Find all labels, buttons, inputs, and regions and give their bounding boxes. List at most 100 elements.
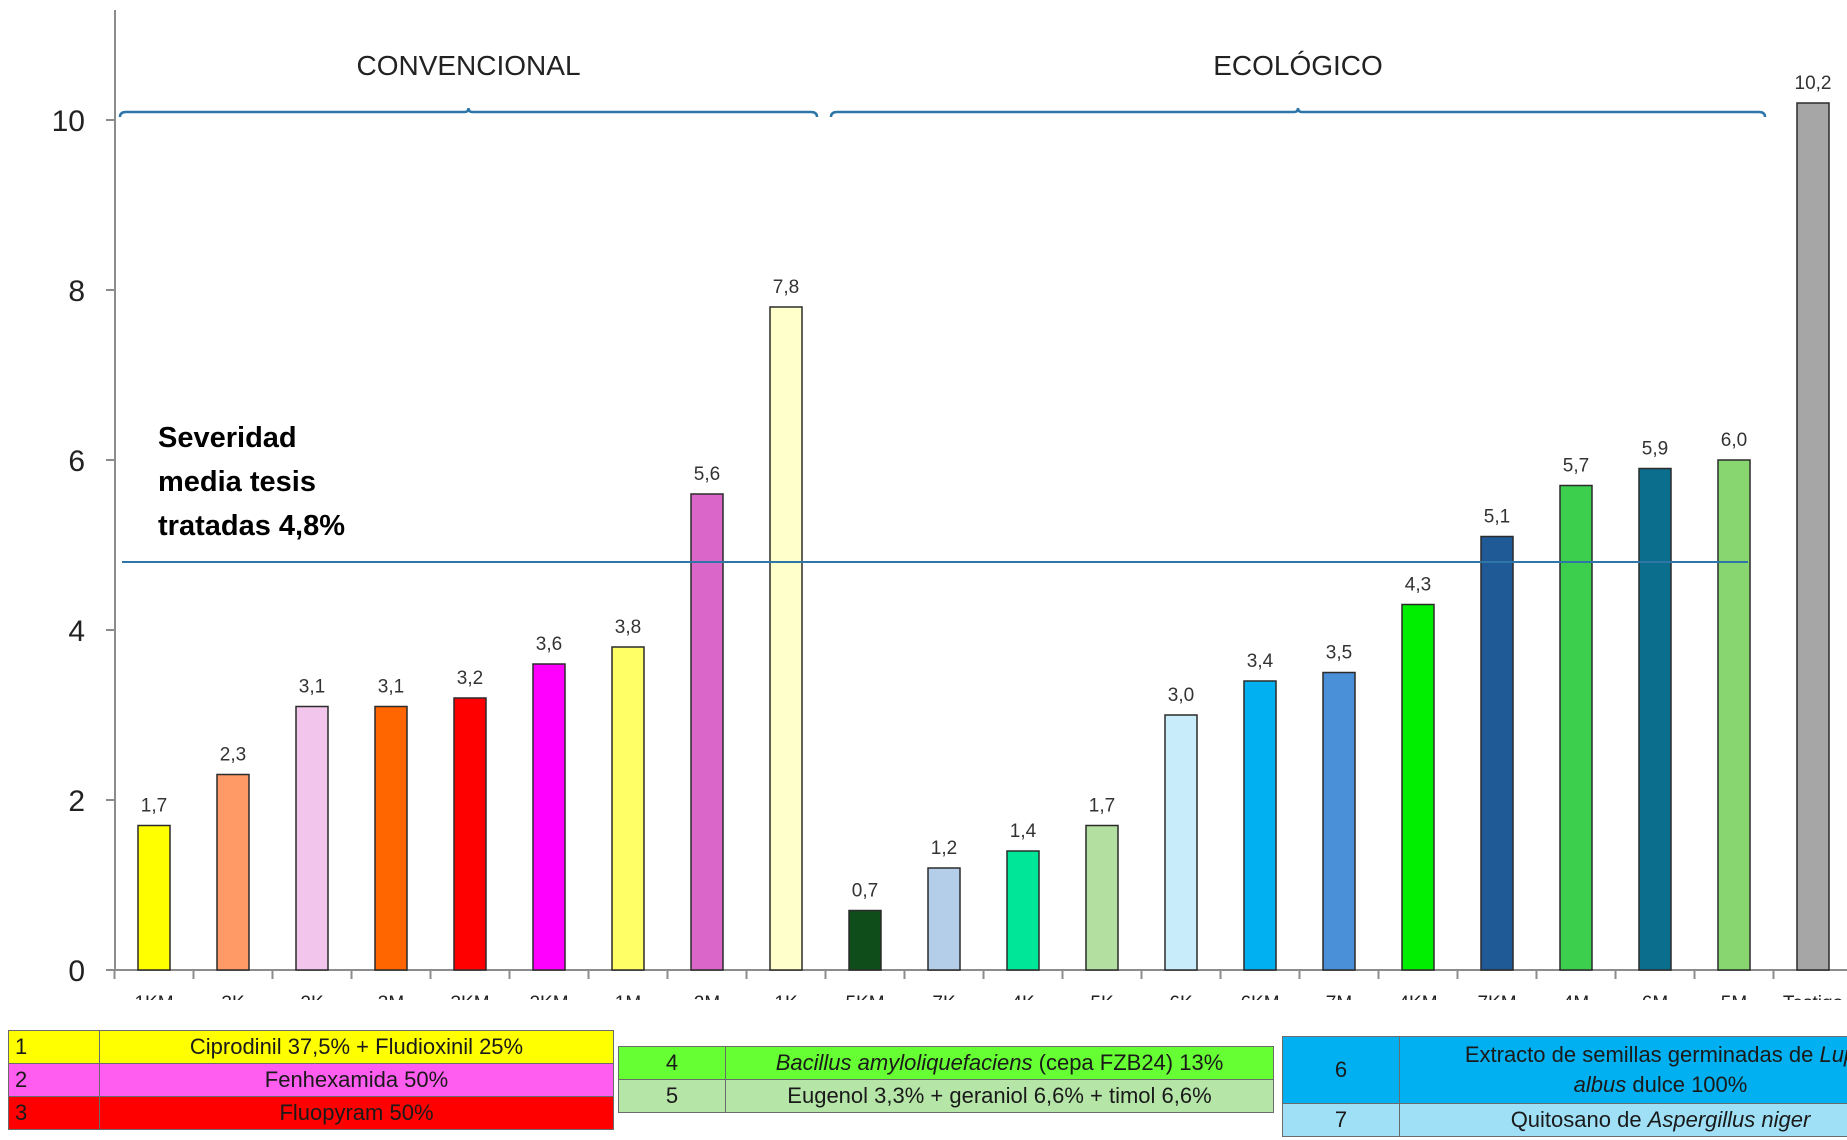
y-tick-label: 2 bbox=[68, 785, 85, 818]
bar-2KM bbox=[532, 663, 566, 971]
legend-biological-b: 6 Extracto de semillas germinadas de Lup… bbox=[1282, 1036, 1847, 1140]
legend-row-3: 3 Fluopyram 50% bbox=[8, 1096, 614, 1130]
legend-text-italic: Aspergillus niger bbox=[1647, 1107, 1811, 1132]
legend-text-rest: (cepa FZB24) 13% bbox=[1032, 1050, 1224, 1075]
legend-num: 4 bbox=[618, 1046, 726, 1080]
x-tick-label: 3K bbox=[221, 993, 245, 1000]
x-tick-label: 5M bbox=[1721, 993, 1747, 1000]
legend-row-1: 1 Ciprodinil 37,5% + Fludioxinil 25% bbox=[8, 1030, 614, 1064]
data-label: 3,1 bbox=[378, 677, 404, 698]
data-label: 3,4 bbox=[1247, 651, 1274, 672]
bar-7KM bbox=[1480, 535, 1514, 971]
legend-conventional: 1 Ciprodinil 37,5% + Fludioxinil 25% 2 F… bbox=[8, 1030, 614, 1130]
data-label: 3,5 bbox=[1326, 643, 1352, 664]
legend-row-7: 7 Quitosano de Aspergillus niger bbox=[1282, 1103, 1847, 1137]
bar-3KM bbox=[453, 697, 487, 971]
legend-text: Extracto de semillas germinadas de Lup a… bbox=[1399, 1036, 1847, 1104]
x-tick-label: 2KM bbox=[529, 993, 568, 1000]
y-tick-label: 6 bbox=[68, 445, 85, 478]
x-tick-label: 3KM bbox=[450, 993, 489, 1000]
data-label: 4,3 bbox=[1405, 575, 1431, 596]
y-tick-label: 4 bbox=[68, 615, 85, 648]
legend-text-rest: Quitosano de bbox=[1510, 1107, 1648, 1132]
bar-4K bbox=[1006, 850, 1040, 971]
data-label: 3,2 bbox=[457, 668, 483, 689]
bar-7K bbox=[927, 867, 961, 971]
legend-num: 7 bbox=[1282, 1103, 1400, 1137]
x-tick-label: 7M bbox=[1326, 993, 1352, 1000]
x-tick-label: 1KM bbox=[134, 993, 173, 1000]
data-label: 1,7 bbox=[141, 796, 167, 817]
bar-7M bbox=[1322, 671, 1356, 971]
data-label: 1,4 bbox=[1010, 821, 1037, 842]
bar-5M bbox=[1717, 459, 1751, 971]
x-tick-label: 1K bbox=[774, 993, 798, 1000]
x-tick-label: 6KM bbox=[1240, 993, 1279, 1000]
x-tick-label: 7KM bbox=[1477, 993, 1516, 1000]
data-label: 3,6 bbox=[536, 634, 562, 655]
group-bracket bbox=[829, 107, 1767, 118]
legend-text-line1-italic: Lup bbox=[1819, 1042, 1847, 1067]
bar-1KM bbox=[137, 824, 171, 971]
x-tick-label: 5K bbox=[1090, 993, 1114, 1000]
x-tick-label: 3M bbox=[378, 993, 404, 1000]
y-tick-label: 0 bbox=[68, 955, 85, 988]
legend-num: 1 bbox=[8, 1030, 100, 1064]
bar-3M bbox=[374, 705, 408, 971]
x-tick-label: 4K bbox=[1011, 993, 1035, 1000]
legend-text: Bacillus amyloliquefaciens (cepa FZB24) … bbox=[725, 1046, 1274, 1080]
data-label: 3,1 bbox=[299, 677, 325, 698]
group-bracket bbox=[118, 107, 819, 118]
legend-text-line2: dulce 100% bbox=[1626, 1072, 1748, 1097]
legend-row-5: 5 Eugenol 3,3% + geraniol 6,6% + timol 6… bbox=[618, 1079, 1274, 1113]
bar-5KM bbox=[848, 909, 882, 971]
data-label: 5,6 bbox=[694, 464, 720, 485]
bar-2M bbox=[690, 493, 724, 971]
y-tick-label: 8 bbox=[68, 275, 85, 308]
bar-1M bbox=[611, 646, 645, 971]
x-tick-label: 4KM bbox=[1398, 993, 1437, 1000]
data-label: 5,9 bbox=[1642, 439, 1668, 460]
legend-text: Fluopyram 50% bbox=[99, 1096, 614, 1130]
x-tick-label: 1M bbox=[615, 993, 641, 1000]
legend-text-italic: Bacillus amyloliquefaciens bbox=[775, 1050, 1033, 1075]
bar-6K bbox=[1164, 714, 1198, 971]
reference-line-label: media tesis bbox=[158, 466, 316, 498]
x-tick-label: 6K bbox=[1169, 993, 1193, 1000]
reference-line-label: tratadas 4,8% bbox=[158, 510, 345, 542]
bar-5K bbox=[1085, 824, 1119, 971]
x-tick-label: 7K bbox=[932, 993, 956, 1000]
bar-6KM bbox=[1243, 680, 1277, 971]
bar-Testigo bbox=[1796, 102, 1830, 971]
x-tick-label: 2M bbox=[694, 993, 720, 1000]
x-tick-label: 5KM bbox=[845, 993, 884, 1000]
bar-6M bbox=[1638, 467, 1672, 971]
legend-text: Fenhexamida 50% bbox=[99, 1063, 614, 1097]
bar-chart: 0 2 4 6 8 10 1,7 1KM 2,3 3K 3,1 2K 3,1 3M 3,2 3KM 3,6 2KM… bbox=[52, 10, 1847, 1000]
x-tick-label: Testigo bbox=[1783, 993, 1843, 1000]
legend-text: Quitosano de Aspergillus niger bbox=[1399, 1103, 1847, 1137]
x-tick-label: 2K bbox=[300, 993, 324, 1000]
legend-text: Eugenol 3,3% + geraniol 6,6% + timol 6,6… bbox=[725, 1079, 1274, 1113]
data-label: 7,8 bbox=[773, 277, 799, 298]
data-label: 10,2 bbox=[1795, 73, 1832, 94]
legend-num: 6 bbox=[1282, 1036, 1400, 1104]
bar-2K bbox=[295, 705, 329, 971]
data-label: 0,7 bbox=[852, 881, 878, 902]
legend-text: Ciprodinil 37,5% + Fludioxinil 25% bbox=[99, 1030, 614, 1064]
bar-1K bbox=[769, 306, 803, 971]
group-label: CONVENCIONAL bbox=[356, 50, 580, 81]
reference-line-label: Severidad bbox=[158, 422, 297, 454]
legend-num: 2 bbox=[8, 1063, 100, 1097]
legend-num: 3 bbox=[8, 1096, 100, 1130]
data-label: 1,2 bbox=[931, 838, 957, 859]
data-label: 3,8 bbox=[615, 617, 641, 638]
group-label: ECOLÓGICO bbox=[1213, 50, 1383, 81]
data-label: 1,7 bbox=[1089, 796, 1115, 817]
data-label: 2,3 bbox=[220, 745, 246, 766]
legend-num: 5 bbox=[618, 1079, 726, 1113]
bar-3K bbox=[216, 773, 250, 971]
data-label: 3,0 bbox=[1168, 685, 1194, 706]
bar-4M bbox=[1559, 484, 1593, 971]
y-tick-label: 10 bbox=[52, 105, 85, 138]
